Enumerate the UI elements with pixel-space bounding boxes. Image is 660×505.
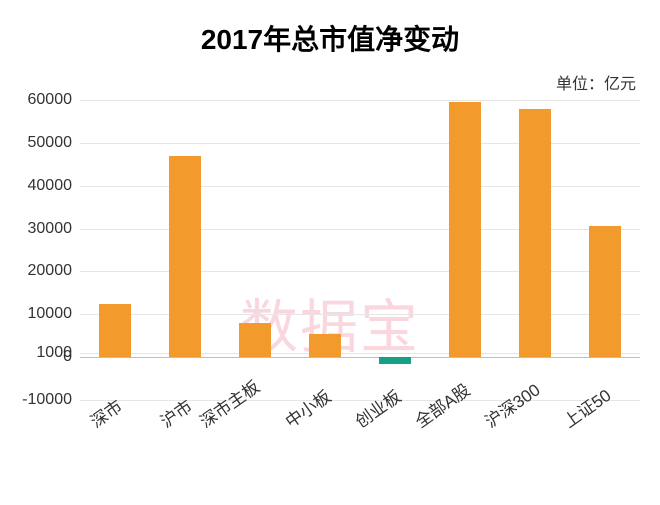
y-axis-label: 30000 [28, 220, 81, 238]
x-axis-label: 深市主板 [194, 373, 264, 432]
bar [309, 334, 341, 358]
unit-label: 单位：亿元 [556, 70, 636, 94]
y-axis-label: 40000 [28, 177, 81, 195]
chart-title: 2017年总市值净变动 [0, 18, 660, 58]
x-axis-label: 创业板 [349, 383, 405, 433]
gridline [80, 353, 640, 354]
bar [99, 304, 131, 358]
y-axis-label: 20000 [28, 262, 81, 280]
baseline-gridline [80, 357, 640, 358]
gridline [80, 186, 640, 187]
gridline [80, 400, 640, 401]
bar [519, 109, 551, 358]
x-axis-label: 沪深300 [479, 376, 544, 432]
bar [169, 156, 201, 357]
gridline [80, 271, 640, 272]
x-axis-label: 上证50 [557, 382, 615, 433]
y-axis-label: -10000 [22, 391, 80, 409]
bar [379, 357, 411, 363]
y-axis-label: 50000 [28, 134, 81, 152]
x-axis-label: 全部A股 [409, 376, 474, 432]
x-axis-label: 深市 [84, 392, 126, 432]
x-axis-label: 中小板 [279, 383, 335, 433]
bar [239, 323, 271, 357]
bar [449, 102, 481, 357]
gridline [80, 229, 640, 230]
market-value-chart: 2017年总市值净变动 单位：亿元 数据宝 -10000010001000020… [0, 0, 660, 505]
y-axis-label: 10000 [28, 305, 81, 323]
bar [589, 226, 621, 357]
x-axis-label: 沪市 [154, 392, 196, 432]
gridline [80, 314, 640, 315]
plot-area: 数据宝 -10000010001000020000300004000050000… [80, 100, 640, 400]
y-axis-label: 1000 [36, 344, 80, 362]
y-axis-label: 60000 [28, 91, 81, 109]
gridline [80, 100, 640, 101]
gridline [80, 143, 640, 144]
